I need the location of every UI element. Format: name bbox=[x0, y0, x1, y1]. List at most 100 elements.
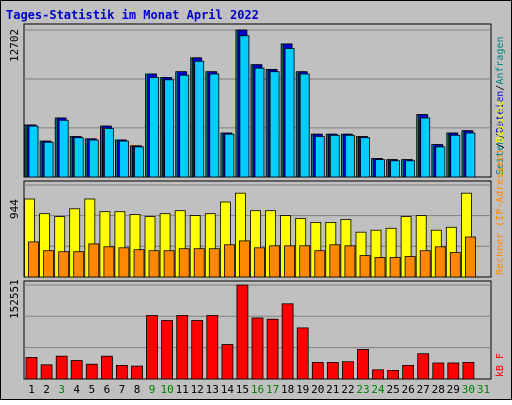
bar-top-anfragen-day-17 bbox=[269, 71, 280, 178]
panel-bottom: 152551 kB F bbox=[8, 279, 506, 380]
legend-entry: / bbox=[495, 143, 506, 149]
bar-top-anfragen-day-9 bbox=[149, 77, 159, 178]
bar-bottom-kb-f-day-5 bbox=[85, 363, 98, 380]
panel-top-legend: Seiten/Dateien/Anfragen bbox=[495, 36, 506, 175]
bar-middle-rechner-ip-adressen--day-7 bbox=[118, 247, 130, 278]
bar-middle-rechner-ip-adressen--day-23 bbox=[359, 255, 371, 278]
day-label-24: 24 bbox=[371, 383, 385, 396]
bar-middle-rechner-ip-adressen--day-30 bbox=[464, 236, 476, 278]
bar-top-anfragen-day-28 bbox=[435, 146, 446, 178]
bar-bottom-kb-f-day-23 bbox=[357, 348, 369, 380]
bar-bottom-kb-f-day-19 bbox=[296, 327, 309, 380]
bar-middle-rechner-ip-adressen--day-22 bbox=[344, 245, 356, 278]
bar-bottom-kb-f-day-17 bbox=[266, 318, 279, 380]
bar-top-anfragen-day-18 bbox=[284, 48, 295, 178]
day-label-4: 4 bbox=[73, 383, 80, 396]
panel-middle-legend: Rechner (IP-Adressen)/Besuche bbox=[495, 100, 506, 275]
legend-entry: / bbox=[495, 133, 506, 139]
day-label-12: 12 bbox=[191, 383, 204, 396]
bar-middle-rechner-ip-adressen--day-14 bbox=[223, 244, 235, 278]
bar-middle-rechner-ip-adressen--day-27 bbox=[419, 250, 431, 278]
bar-top-anfragen-day-24 bbox=[375, 159, 385, 178]
bar-middle-rechner-ip-adressen--day-13 bbox=[208, 248, 220, 278]
bar-middle-rechner-ip-adressen--day-5 bbox=[88, 243, 100, 278]
bar-bottom-kb-f-day-12 bbox=[191, 320, 204, 380]
day-label-8: 8 bbox=[134, 383, 141, 396]
panel-top-max-label: 12702 bbox=[8, 29, 21, 62]
day-label-22: 22 bbox=[341, 383, 354, 396]
bar-bottom-kb-f-day-28 bbox=[432, 362, 445, 380]
day-label-5: 5 bbox=[88, 383, 95, 396]
bar-middle-rechner-ip-adressen--day-4 bbox=[73, 251, 85, 278]
bar-top-anfragen-day-27 bbox=[420, 117, 431, 178]
bar-middle-rechner-ip-adressen--day-9 bbox=[148, 250, 160, 278]
bar-middle-rechner-ip-adressen--day-20 bbox=[314, 250, 326, 278]
panel-bottom-max-label: 152551 bbox=[8, 279, 21, 319]
series-kb-f bbox=[25, 284, 475, 380]
legend-entry: Besuche bbox=[495, 100, 506, 142]
bar-top-anfragen-day-30 bbox=[465, 132, 476, 178]
panel-top: 12702 Seiten/Dateien/Anfragen bbox=[8, 23, 506, 178]
bar-top-anfragen-day-10 bbox=[164, 79, 175, 178]
day-label-13: 13 bbox=[206, 383, 219, 396]
legend-entry: Seiten bbox=[495, 139, 506, 175]
series-anfragen bbox=[28, 35, 476, 178]
bar-top-anfragen-day-4 bbox=[73, 137, 84, 178]
bar-bottom-kb-f-day-7 bbox=[116, 364, 128, 380]
bar-top-anfragen-day-7 bbox=[119, 140, 129, 178]
bar-middle-rechner-ip-adressen--day-6 bbox=[103, 246, 115, 278]
bar-bottom-kb-f-day-27 bbox=[417, 353, 430, 380]
bar-middle-rechner-ip-adressen--day-21 bbox=[329, 244, 341, 278]
bar-bottom-kb-f-day-1 bbox=[25, 356, 38, 380]
bar-middle-rechner-ip-adressen--day-11 bbox=[178, 248, 190, 278]
bar-top-anfragen-day-21 bbox=[329, 134, 340, 178]
day-label-10: 10 bbox=[160, 383, 173, 396]
bar-top-anfragen-day-15 bbox=[239, 35, 250, 178]
day-label-14: 14 bbox=[221, 383, 235, 396]
chart-title: Tages-Statistik im Monat April 2022 bbox=[6, 8, 259, 22]
bar-bottom-kb-f-day-22 bbox=[341, 361, 354, 380]
day-label-19: 19 bbox=[296, 383, 309, 396]
bar-bottom-kb-f-day-6 bbox=[101, 355, 113, 380]
bar-middle-rechner-ip-adressen--day-24 bbox=[374, 257, 386, 278]
day-label-21: 21 bbox=[326, 383, 339, 396]
bar-top-anfragen-day-3 bbox=[58, 119, 69, 178]
legend-entry: Dateien bbox=[495, 91, 506, 133]
bar-top-anfragen-day-23 bbox=[360, 137, 370, 178]
bar-bottom-kb-f-day-18 bbox=[281, 303, 294, 380]
bar-bottom-kb-f-day-29 bbox=[447, 362, 460, 380]
day-label-26: 26 bbox=[401, 383, 414, 396]
bar-middle-rechner-ip-adressen--day-25 bbox=[389, 257, 401, 278]
bar-bottom-kb-f-day-3 bbox=[55, 355, 68, 380]
panel-bottom-legend: kB F bbox=[495, 353, 506, 377]
bar-middle-rechner-ip-adressen--day-15 bbox=[238, 240, 250, 278]
bar-bottom-kb-f-day-25 bbox=[387, 369, 400, 380]
bar-middle-rechner-ip-adressen--day-19 bbox=[299, 245, 311, 278]
bar-top-anfragen-day-26 bbox=[405, 160, 416, 178]
day-label-11: 11 bbox=[176, 383, 189, 396]
bar-top-anfragen-day-25 bbox=[390, 160, 401, 178]
bar-top-anfragen-day-29 bbox=[450, 134, 461, 178]
bar-middle-rechner-ip-adressen--day-16 bbox=[254, 247, 265, 278]
bar-top-anfragen-day-5 bbox=[88, 139, 99, 178]
bar-bottom-kb-f-day-15 bbox=[236, 284, 249, 380]
day-label-15: 15 bbox=[236, 383, 249, 396]
bar-middle-rechner-ip-adressen--day-3 bbox=[58, 251, 70, 278]
bar-middle-rechner-ip-adressen--day-18 bbox=[284, 245, 296, 278]
bar-top-anfragen-day-16 bbox=[254, 67, 265, 178]
legend-entry: / bbox=[495, 85, 506, 91]
bar-top-anfragen-day-12 bbox=[194, 60, 205, 178]
day-label-6: 6 bbox=[104, 383, 111, 396]
legend-entry: kB F bbox=[495, 353, 506, 377]
day-label-16: 16 bbox=[251, 383, 264, 396]
bar-middle-rechner-ip-adressen--day-12 bbox=[193, 248, 205, 278]
bar-bottom-kb-f-day-20 bbox=[311, 361, 324, 380]
bar-top-anfragen-day-13 bbox=[209, 73, 220, 178]
day-label-2: 2 bbox=[43, 383, 50, 396]
bar-top-anfragen-day-22 bbox=[344, 134, 355, 178]
legend-entry: Rechner (IP-Adressen) bbox=[495, 149, 506, 275]
day-label-23: 23 bbox=[356, 383, 369, 396]
day-label-27: 27 bbox=[417, 383, 430, 396]
